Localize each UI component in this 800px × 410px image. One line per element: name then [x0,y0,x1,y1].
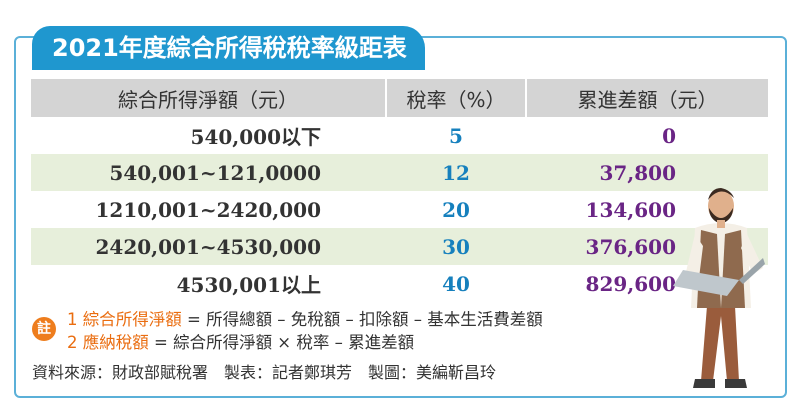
note-badge: 註 [32,317,56,341]
income-bracket-cell: 1210,001~2420,000 [95,197,321,222]
income-bracket-cell: 540,001~121,0000 [31,154,386,191]
note-number: 1 [67,310,78,329]
progressive-difference-cell: 37,800 [526,154,768,191]
table-row: 1210,001~2420,000 20 134,600 [31,191,768,228]
income-bracket-cell: 4530,001以上 [176,273,321,297]
table-row: 2420,001~4530,000 30 376,600 [31,228,768,265]
tax-rate-cell: 5 [449,123,463,148]
tax-rate-cell: 40 [442,271,470,296]
note-term: 應納稅額 [82,333,149,352]
table-row: 4530,001以上 40 829,600 [31,265,768,302]
note-item: 1 綜合所得淨額 = 所得總額 – 免稅額 – 扣除額 – 基本生活費差額 [67,308,543,331]
table-header-row: 綜合所得淨額（元） 稅率（%） 累進差額（元） [31,79,768,117]
tax-rate-table: 綜合所得淨額（元） 稅率（%） 累進差額（元） 540,000以下 5 0 54… [31,79,768,302]
page-title: 2021年度綜合所得稅稅率級距表 [32,26,425,70]
progressive-difference-cell: 0 [662,123,676,148]
tax-rate-cell: 30 [386,228,526,265]
table-row: 540,000以下 5 0 [31,117,768,154]
progressive-difference-cell: 829,600 [585,271,676,296]
table-row: 540,001~121,0000 12 37,800 [31,154,768,191]
notes-section: 註 1 綜合所得淨額 = 所得總額 – 免稅額 – 扣除額 – 基本生活費差額 … [32,308,543,354]
column-header-rate: 稅率（%） [386,79,527,117]
note-formula: = 綜合所得淨額 × 稅率 – 累進差額 [148,333,415,352]
note-number: 2 [67,333,78,352]
note-item: 2 應納稅額 = 綜合所得淨額 × 稅率 – 累進差額 [67,331,543,354]
tax-rate-cell: 12 [386,154,526,191]
source-credit: 資料來源：財政部賦稅署 製表：記者鄭琪芳 製圖：美編靳昌玲 [32,363,497,382]
man-with-laptop-illustration [673,188,765,388]
note-formula: = 所得總額 – 免稅額 – 扣除額 – 基本生活費差額 [181,310,543,329]
column-header-income: 綜合所得淨額（元） [31,79,387,117]
column-header-progressive-difference: 累進差額（元） [526,79,768,117]
income-bracket-cell: 2420,001~4530,000 [31,228,386,265]
note-term: 綜合所得淨額 [82,310,182,329]
tax-rate-cell: 20 [442,197,470,222]
income-bracket-cell: 540,000以下 [190,125,321,149]
progressive-difference-cell: 134,600 [585,197,676,222]
